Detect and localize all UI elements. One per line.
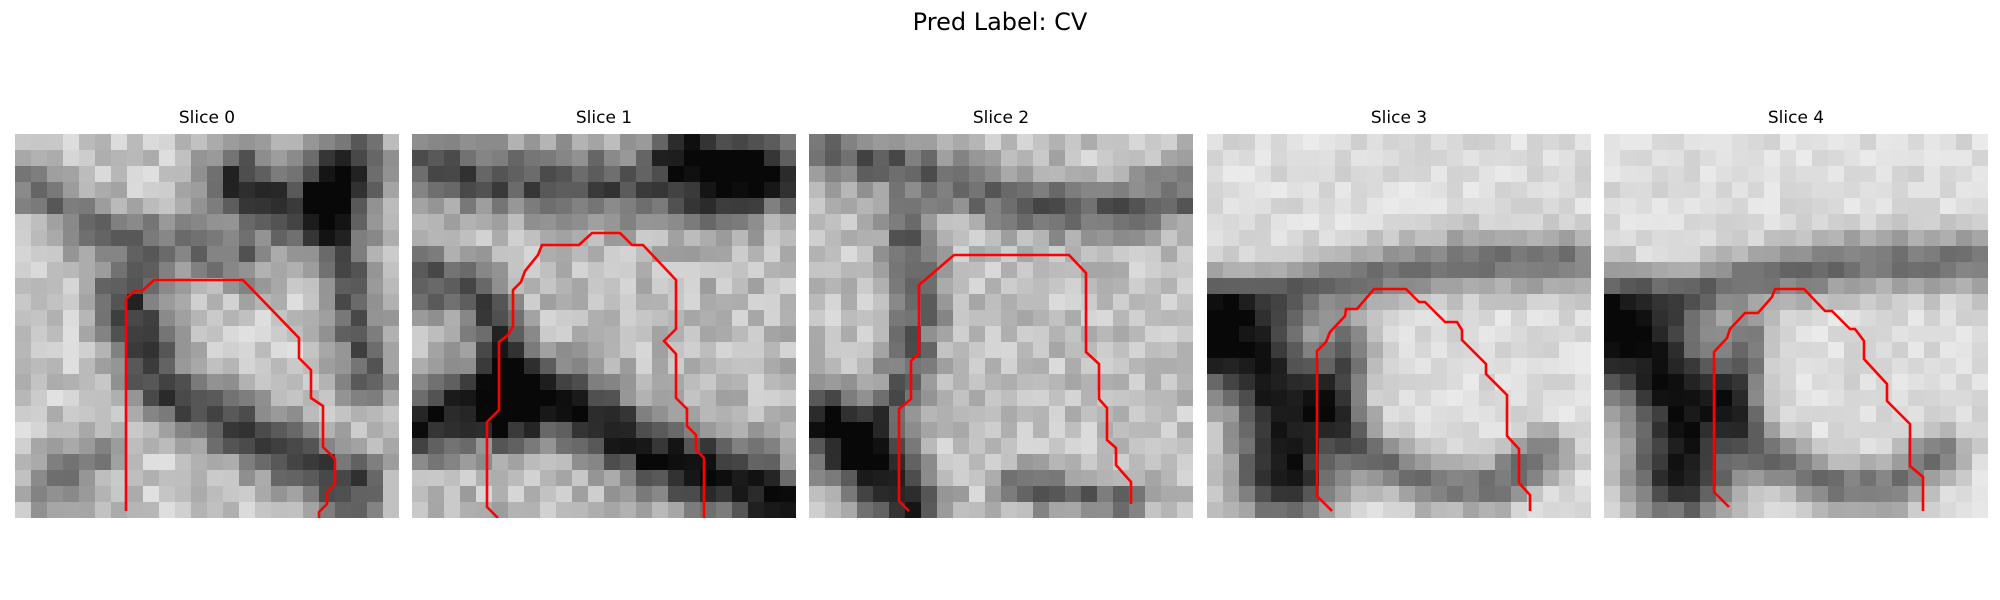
- slice-0-grayscale-patch: [15, 134, 399, 518]
- slice-0-title: Slice 0: [178, 108, 236, 128]
- slice-1-grayscale-patch: [412, 134, 796, 518]
- slice-3-grayscale-patch: [1207, 134, 1591, 518]
- slice-3-title: Slice 3: [1370, 108, 1428, 128]
- slice-3-contour: [1315, 287, 1532, 512]
- slice-2-contour: [897, 253, 1133, 512]
- segmentation-contour-line: [897, 253, 1133, 512]
- slice-4-title: Slice 4: [1767, 108, 1825, 128]
- slice-1-contour: [485, 231, 706, 518]
- segmentation-contour-line: [1315, 287, 1532, 512]
- slice-3-image: [1207, 134, 1591, 518]
- slice-0-image: [15, 134, 399, 518]
- slice-0-contour: [124, 278, 337, 518]
- slice-4-contour: [1712, 287, 1925, 511]
- slice-4-image: [1604, 134, 1988, 518]
- slice-4-grayscale-patch: [1604, 134, 1988, 518]
- slice-1-title: Slice 1: [575, 108, 633, 128]
- slice-2-title: Slice 2: [972, 108, 1030, 128]
- segmentation-contour-line: [1712, 287, 1925, 511]
- slice-2-grayscale-patch: [809, 134, 1193, 518]
- segmentation-contour-line: [485, 231, 706, 518]
- page-title: Pred Label: CV: [912, 8, 1088, 36]
- slice-2-image: [809, 134, 1193, 518]
- slice-1-image: [412, 134, 796, 518]
- segmentation-contour-line: [124, 278, 337, 518]
